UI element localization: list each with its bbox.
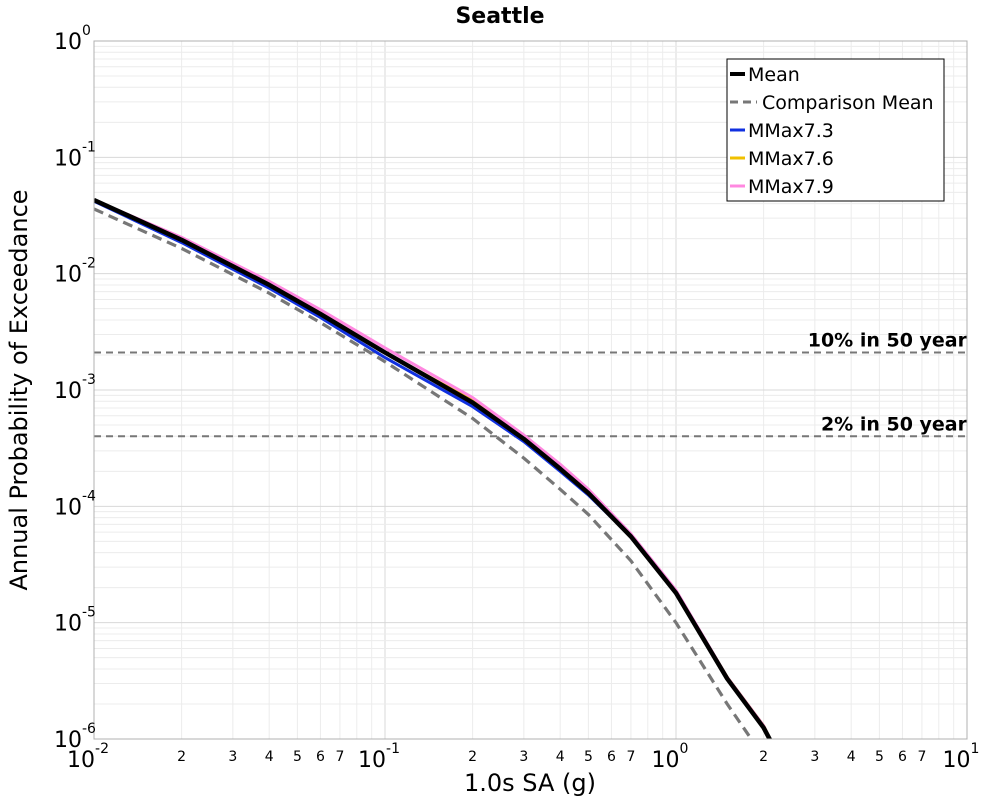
legend-label: Comparison Mean — [762, 92, 934, 114]
chart-title: Seattle — [455, 4, 544, 29]
x-minor-tick-label: 7 — [917, 749, 926, 765]
x-minor-tick-label: 5 — [584, 749, 593, 765]
x-tick-label: 10-2 — [67, 741, 109, 773]
x-minor-tick-label: 6 — [316, 749, 325, 765]
y-tick-label: 10-4 — [54, 488, 96, 520]
series-line-mmax7-6 — [94, 198, 772, 739]
legend: Mean Comparison Mean MMax7.3 MMax7.6 MMax7.9 — [726, 58, 945, 202]
x-tick-label: 100 — [652, 741, 689, 773]
x-minor-tick-label: 4 — [265, 749, 274, 765]
plot-frame — [93, 40, 968, 740]
x-minor-tick-label: 7 — [626, 749, 635, 765]
legend-label: MMax7.6 — [748, 148, 834, 170]
x-axis-label: 1.0s SA (g) — [464, 769, 596, 797]
legend-label: Mean — [748, 64, 800, 86]
y-tick-label: 10-2 — [54, 256, 96, 288]
series-line-comparison-mean — [94, 207, 754, 739]
series-line-mean — [94, 197, 773, 739]
x-minor-tick-label: 6 — [898, 749, 907, 765]
x-minor-tick-label: 3 — [519, 749, 528, 765]
x-tick-label: 101 — [943, 741, 980, 773]
legend-label: MMax7.3 — [748, 120, 834, 142]
x-minor-tick-label: 2 — [177, 749, 186, 765]
x-minor-tick-label: 5 — [875, 749, 884, 765]
y-tick-label: 10-5 — [54, 605, 96, 637]
y-tick-label: 100 — [54, 23, 91, 55]
reference-lines: 10% in 50 year 2% in 50 year — [94, 330, 968, 438]
y-axis-label: Annual Probability of Exceedance — [5, 189, 33, 590]
grid — [93, 41, 967, 740]
y-tick-label: 10-6 — [54, 721, 96, 753]
x-minor-tick-label: 4 — [556, 749, 565, 765]
x-minor-tick-label: 3 — [228, 749, 237, 765]
y-tick-label: 10-3 — [54, 372, 96, 404]
series-line-mmax7-3 — [94, 199, 772, 739]
series-lines — [94, 197, 773, 739]
x-minor-tick-label: 6 — [607, 749, 616, 765]
x-minor-tick-label: 3 — [810, 749, 819, 765]
x-minor-tick-label: 5 — [293, 749, 302, 765]
x-tick-label: 10-1 — [358, 741, 400, 773]
x-minor-tick-label: 2 — [759, 749, 768, 765]
series-line-mmax7-9 — [94, 198, 772, 739]
x-minor-tick-label: 2 — [468, 749, 477, 765]
y-tick-label: 10-1 — [54, 139, 96, 171]
legend-label: MMax7.9 — [748, 176, 834, 198]
x-minor-tick-label: 7 — [335, 749, 344, 765]
x-minor-tick-label: 4 — [847, 749, 856, 765]
reference-line-label: 2% in 50 year — [821, 413, 968, 435]
reference-line-label: 10% in 50 year — [808, 330, 968, 352]
legend-box — [726, 58, 945, 202]
